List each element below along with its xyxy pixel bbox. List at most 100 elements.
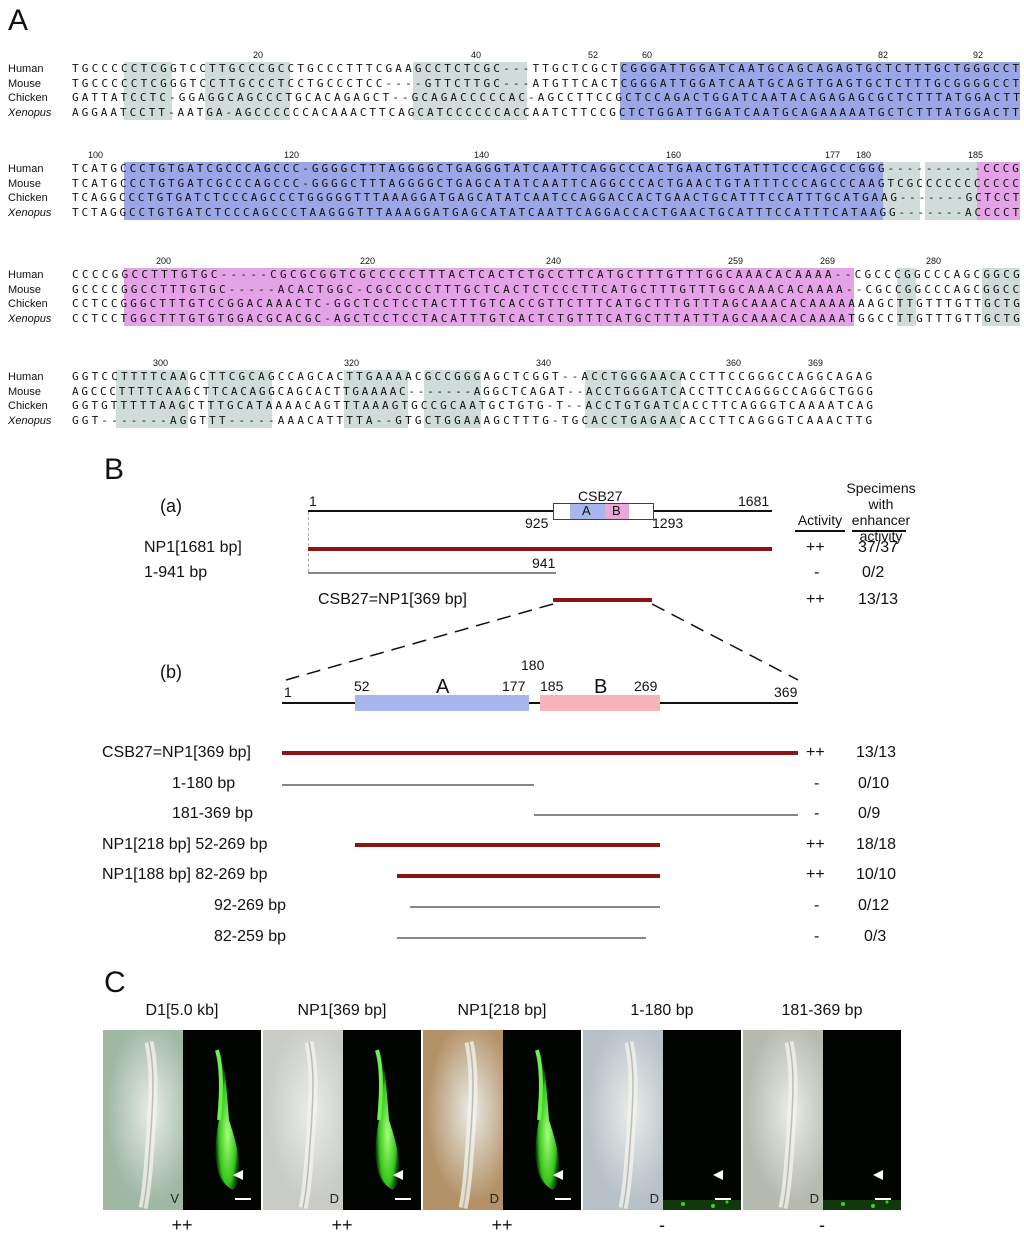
row-a1-specimens: 37/37: [858, 539, 899, 556]
row-b3-label: 181-369 bp: [172, 805, 253, 822]
position-number: 100: [88, 150, 104, 160]
species-label: Human: [8, 63, 44, 75]
view-orientation-label: D: [809, 1191, 819, 1206]
subpanel-a-label: (a): [160, 496, 182, 516]
alignment-row: Human T C A T G C C C T G T G A T C G C C C A G C C C - G G G G C T T T A G…: [8, 162, 1019, 177]
conserved-region-shading: [619, 62, 1020, 120]
view-orientation-label: D: [489, 1191, 499, 1206]
scale-a-end: 1681: [738, 493, 770, 509]
species-label: Human: [8, 371, 44, 383]
species-label: Xenopus: [8, 106, 52, 119]
row-a3-construct: [553, 598, 652, 602]
species-label: Xenopus: [8, 312, 52, 325]
row-b2-activity: -: [814, 775, 820, 792]
row-b5-label: NP1[188 bp] 82-269 bp: [102, 866, 268, 883]
activity-score: ++: [331, 1215, 353, 1235]
scale-b-52: 52: [354, 678, 370, 694]
position-number: 369: [808, 358, 824, 368]
position-number: 340: [536, 358, 552, 368]
activity-score: ++: [491, 1215, 513, 1235]
arrowhead-icon: [553, 1170, 563, 1180]
position-numbers: 200 220 240 259 269 280: [8, 256, 1018, 268]
row-b7-specimens: 0/3: [864, 928, 887, 945]
conserved-region-shading: [116, 370, 189, 428]
embryo-title: D1[5.0 kb]: [145, 1002, 219, 1019]
species-label: Human: [8, 163, 44, 175]
alignment-block: 300 320 340 360 369 Human G G T C C T T T T C A A G C T T C G C A…: [8, 358, 1018, 430]
conserved-region-shading: [344, 370, 409, 428]
view-orientation-label: D: [649, 1191, 659, 1206]
position-number: 120: [284, 150, 300, 160]
arrowhead-icon: [713, 1170, 723, 1180]
position-numbers: 100 120 140 160 177 180 185: [8, 150, 1018, 162]
row-a2-activity: -: [814, 564, 820, 581]
species-label: Xenopus: [8, 414, 52, 427]
conserved-region-shading: [204, 62, 291, 120]
region-a-box: [570, 504, 605, 519]
species-label: Chicken: [8, 298, 48, 310]
row-a2-label: 1-941 bp: [144, 564, 208, 581]
row-b2-specimens: 0/10: [858, 775, 890, 792]
position-number: 240: [546, 256, 562, 266]
position-number: 300: [153, 358, 169, 368]
scale-b-b: B: [594, 676, 608, 698]
row-b6-specimens: 0/12: [858, 897, 890, 914]
subpanel-b-label: (b): [160, 662, 182, 682]
row-b3-specimens: 0/9: [858, 805, 881, 822]
embryo-image-pair: D: [743, 1030, 901, 1210]
panel-label-c: C: [104, 966, 126, 999]
species-label: Mouse: [8, 283, 42, 296]
row-b1-activity: ++: [806, 744, 825, 761]
view-orientation-label: D: [329, 1191, 339, 1206]
row-b5-construct: [397, 874, 660, 878]
conserved-region-shading: [413, 62, 490, 120]
row-b4-construct: [355, 843, 660, 847]
alignment-block: 100 120 140 160 177 180 185 Human T C A T G C C C T G T G A T…: [8, 150, 1020, 222]
row-b6-construct: [410, 906, 660, 908]
fluorescence-embryo-image: [663, 1030, 741, 1210]
scale-b-a: A: [436, 676, 450, 698]
position-number: 200: [156, 256, 172, 266]
row-b7-activity: -: [814, 928, 820, 945]
conserved-region-shading: [124, 62, 172, 120]
scale-bar: [715, 1198, 731, 1200]
scale-bar: [235, 1198, 251, 1200]
conserved-region-shading: [124, 162, 883, 220]
position-numbers: 300 320 340 360 369: [8, 358, 1018, 370]
position-number: 40: [471, 50, 482, 60]
fluorescence-embryo-image: [823, 1030, 901, 1210]
scale-bar: [395, 1198, 411, 1200]
arrowhead-icon: [393, 1170, 403, 1180]
position-number: 82: [878, 50, 889, 60]
position-number: 52: [588, 50, 599, 60]
row-a1-activity: ++: [806, 539, 825, 556]
row-b2-label: 1-180 bp: [172, 775, 236, 792]
header-rule-specimens: [852, 530, 906, 532]
row-b3-construct: [534, 814, 798, 816]
species-label: Mouse: [8, 77, 42, 90]
row-b5-specimens: 10/10: [856, 866, 897, 883]
row-b6-activity: -: [814, 897, 820, 914]
view-orientation-label: V: [170, 1191, 179, 1206]
row-a2-construct: [308, 572, 556, 574]
row-b7-construct: [397, 937, 646, 939]
embryo-title: NP1[218 bp]: [457, 1002, 547, 1019]
csb27-label: CSB27: [578, 488, 623, 504]
row-b6-label: 92-269 bp: [214, 897, 287, 914]
conserved-region-shading: [977, 162, 1020, 220]
brightfield-embryo-image: D: [263, 1030, 343, 1210]
fluorescence-embryo-image: [343, 1030, 421, 1210]
scale-b-177: 177: [502, 678, 526, 694]
row-a3-specimens: 13/13: [858, 591, 899, 608]
region-b-box: [605, 504, 629, 519]
row-a2-cut: 941: [532, 555, 556, 571]
embryo-title: 181-369 bp: [781, 1002, 863, 1019]
